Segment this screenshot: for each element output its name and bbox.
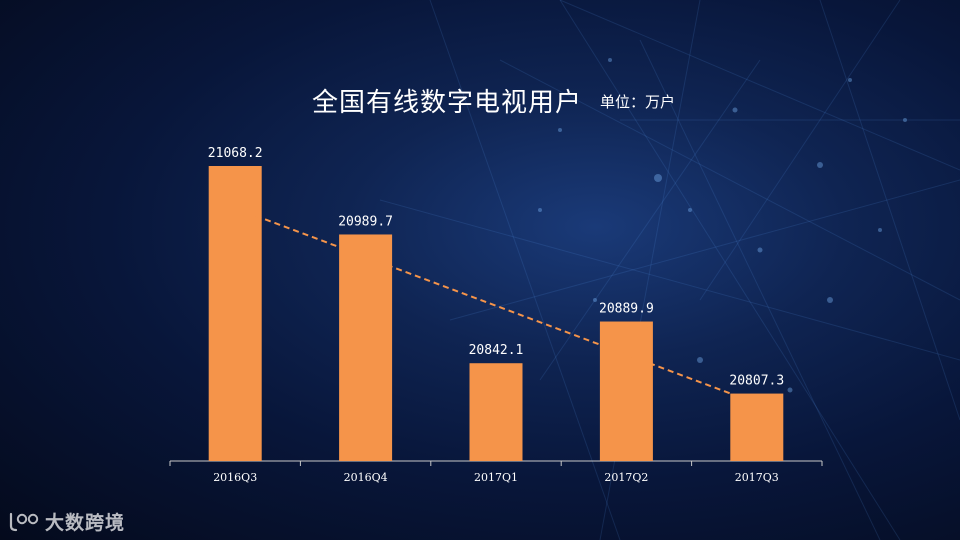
bar <box>469 363 523 461</box>
x-tick-label: 2017Q2 <box>604 471 648 484</box>
data-label: 20807.3 <box>729 374 784 389</box>
bar <box>339 234 393 461</box>
x-tick-label: 2016Q3 <box>213 471 257 484</box>
data-label: 21068.2 <box>208 146 263 161</box>
logo-icon <box>9 512 39 532</box>
trendline <box>255 214 737 397</box>
unit-label: 单位：万户 <box>600 93 676 111</box>
bar <box>599 321 653 461</box>
data-label: 20842.1 <box>469 343 524 358</box>
x-tick-label: 2017Q1 <box>474 471 518 484</box>
watermark: 大数跨境 <box>8 508 125 534</box>
watermark-text: 大数跨境 <box>45 511 126 534</box>
bar <box>730 393 784 461</box>
bar <box>208 166 262 461</box>
x-tick-label: 2016Q4 <box>344 471 388 484</box>
chart-title: 全国有线数字电视用户 <box>312 88 583 118</box>
title-row: 全国有线数字电视用户 单位：万户 <box>0 80 960 120</box>
x-tick-label: 2017Q3 <box>735 471 779 484</box>
data-label: 20989.7 <box>338 214 393 229</box>
data-label: 20889.9 <box>599 302 654 317</box>
